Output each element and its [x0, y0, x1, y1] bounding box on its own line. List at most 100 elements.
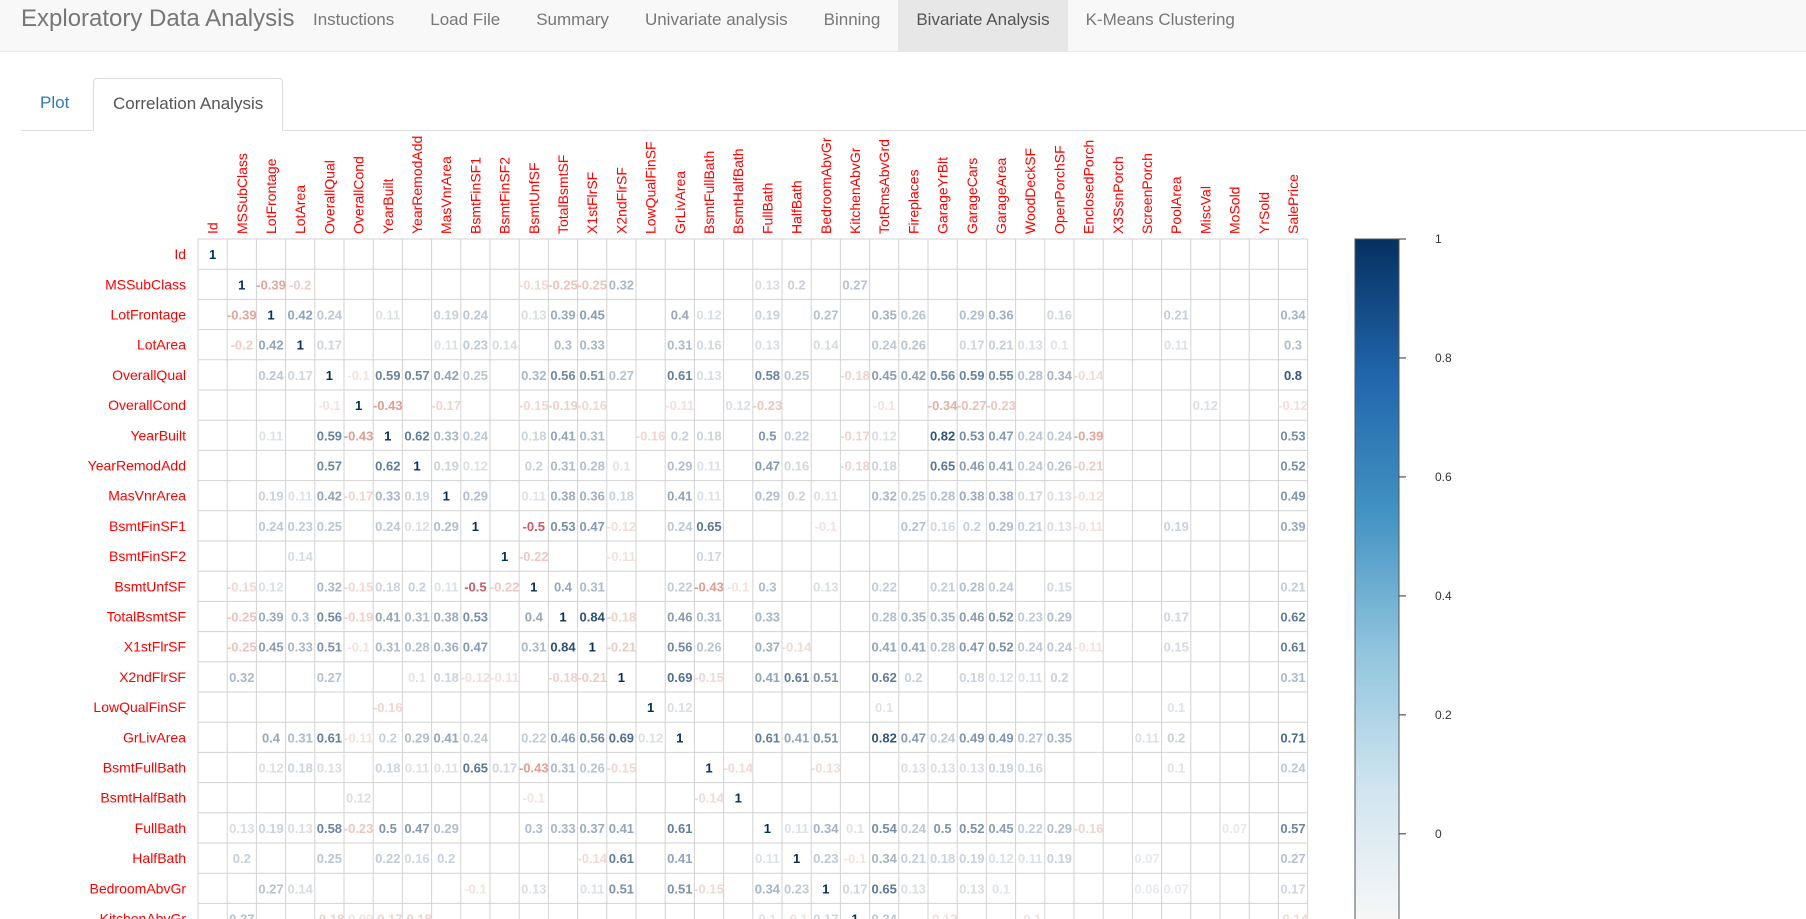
tab-plot[interactable]: Plot — [40, 93, 70, 112]
correlation-value: 1 — [618, 670, 625, 685]
column-label: YearRemodAdd — [409, 136, 425, 234]
column-label: Id — [205, 222, 221, 234]
correlation-value: 0.12 — [638, 730, 663, 745]
correlation-value: -0.43 — [694, 579, 724, 594]
correlation-value: 0.58 — [755, 368, 780, 383]
correlation-value: 0.24 — [872, 912, 898, 919]
correlation-value: 0.27 — [1018, 730, 1043, 745]
row-label: LowQualFinSF — [93, 699, 186, 715]
correlation-value: 0.47 — [755, 459, 780, 474]
correlation-value: 0.11 — [522, 489, 547, 504]
correlation-value: -0.16 — [636, 428, 666, 443]
row-label: BedroomAbvGr — [90, 880, 187, 896]
correlation-value: -0.11 — [1074, 640, 1103, 655]
colorbar-tick-label: 0 — [1435, 827, 1442, 841]
correlation-value: 0.52 — [988, 640, 1013, 655]
correlation-value: 0.24 — [1047, 428, 1073, 443]
correlation-value: 0.82 — [930, 428, 955, 443]
correlation-value: -0.22 — [490, 579, 520, 594]
correlation-value: 0.61 — [667, 821, 692, 836]
correlation-value: 0.12 — [1193, 398, 1218, 413]
column-label: BedroomAbvGr — [818, 137, 834, 234]
correlation-value: 0.31 — [550, 761, 575, 776]
correlation-value: 0.18 — [521, 428, 546, 443]
correlation-value: 0.24 — [1280, 761, 1306, 776]
correlation-value: -0.25 — [577, 277, 607, 292]
app-title[interactable]: Exploratory Data Analysis — [21, 5, 295, 32]
colorbar-tick-label: 0.2 — [1435, 708, 1452, 722]
row-label: BsmtFullBath — [103, 760, 186, 776]
correlation-value: 0.59 — [375, 368, 400, 383]
correlation-value: 0.11 — [1164, 338, 1189, 353]
correlation-value: 0.17 — [1280, 881, 1305, 896]
correlation-value: 0.11 — [1135, 730, 1160, 745]
correlation-value: -0.1 — [523, 791, 545, 806]
correlation-value: 0.27 — [842, 277, 867, 292]
column-label: YrSold — [1256, 192, 1272, 234]
correlation-value: 0.62 — [375, 459, 400, 474]
correlation-value: -0.15 — [694, 881, 724, 896]
correlation-value: 0.12 — [258, 579, 283, 594]
correlation-value: 0.35 — [872, 308, 897, 323]
correlation-value: -0.25 — [548, 277, 578, 292]
nav-item-k-means-clustering[interactable]: K-Means Clustering — [1085, 10, 1235, 29]
correlation-value: 0.51 — [813, 730, 838, 745]
nav-item-binning[interactable]: Binning — [823, 10, 881, 29]
nav-item-bivariate-analysis[interactable]: Bivariate Analysis — [898, 0, 1068, 51]
correlation-value: 0.11 — [755, 851, 780, 866]
correlation-value: 0.25 — [463, 368, 488, 383]
correlation-value: 1 — [267, 308, 274, 323]
correlation-value: 0.29 — [404, 730, 429, 745]
nav-item-summary[interactable]: Summary — [536, 10, 609, 29]
column-label: TotRmsAbvGrd — [876, 139, 892, 234]
correlation-value: 0.27 — [229, 912, 254, 919]
correlation-value: 0.8 — [1284, 368, 1302, 383]
correlation-value: 0.51 — [580, 368, 605, 383]
correlation-value: 1 — [793, 851, 800, 866]
correlation-value: 0.29 — [988, 519, 1013, 534]
correlation-value: 0.2 — [671, 428, 689, 443]
correlation-value: 0.4 — [262, 730, 281, 745]
correlation-value: 0.13 — [755, 277, 780, 292]
correlation-value: 0.41 — [375, 610, 400, 625]
correlation-value: -0.1 — [347, 368, 369, 383]
correlation-value: 0.62 — [1280, 610, 1305, 625]
correlation-value: 0.49 — [988, 730, 1013, 745]
correlation-value: 1 — [735, 791, 742, 806]
correlation-value: 0.31 — [1280, 670, 1305, 685]
subtab-bar: Plot Correlation Analysis — [21, 78, 1806, 131]
correlation-value: 0.34 — [813, 821, 839, 836]
tab-correlation-analysis[interactable]: Correlation Analysis — [93, 78, 284, 131]
row-label: TotalBsmtSF — [107, 609, 186, 625]
correlation-value: -0.22 — [519, 549, 549, 564]
correlation-value: 0.26 — [901, 338, 926, 353]
correlation-value: 0.27 — [609, 368, 634, 383]
correlation-value: 0.52 — [959, 821, 984, 836]
correlation-value: 0.26 — [1047, 459, 1072, 474]
correlation-value: 0.3 — [554, 338, 572, 353]
correlation-value: 0.45 — [872, 368, 897, 383]
correlation-value: 0.27 — [317, 670, 342, 685]
correlation-value: 0.11 — [376, 308, 401, 323]
correlation-value: 0.13 — [901, 761, 926, 776]
column-label: HalfBath — [789, 180, 805, 234]
correlation-value: -0.15 — [694, 670, 724, 685]
correlation-value: 0.31 — [404, 610, 429, 625]
correlation-value: 0.3 — [291, 610, 309, 625]
correlation-value: 0.41 — [434, 730, 459, 745]
correlation-value: 0.11 — [580, 881, 605, 896]
correlation-value: 0.19 — [434, 459, 459, 474]
correlation-value: 0.31 — [580, 579, 605, 594]
correlation-value: 0.16 — [696, 338, 721, 353]
nav-item-instuctions[interactable]: Instuctions — [313, 10, 395, 29]
nav-item-load-file[interactable]: Load File — [430, 10, 501, 29]
correlation-value: 0.4 — [525, 610, 544, 625]
row-label: MasVnrArea — [108, 488, 186, 504]
correlation-value: 0.65 — [930, 459, 955, 474]
correlation-value: 0.36 — [988, 308, 1013, 323]
correlation-value: 0.26 — [696, 640, 721, 655]
nav-item-univariate-analysis[interactable]: Univariate analysis — [644, 10, 788, 29]
correlation-value: 0.25 — [784, 368, 809, 383]
correlation-value: 0.23 — [288, 519, 313, 534]
correlation-value: 0.17 — [842, 881, 867, 896]
